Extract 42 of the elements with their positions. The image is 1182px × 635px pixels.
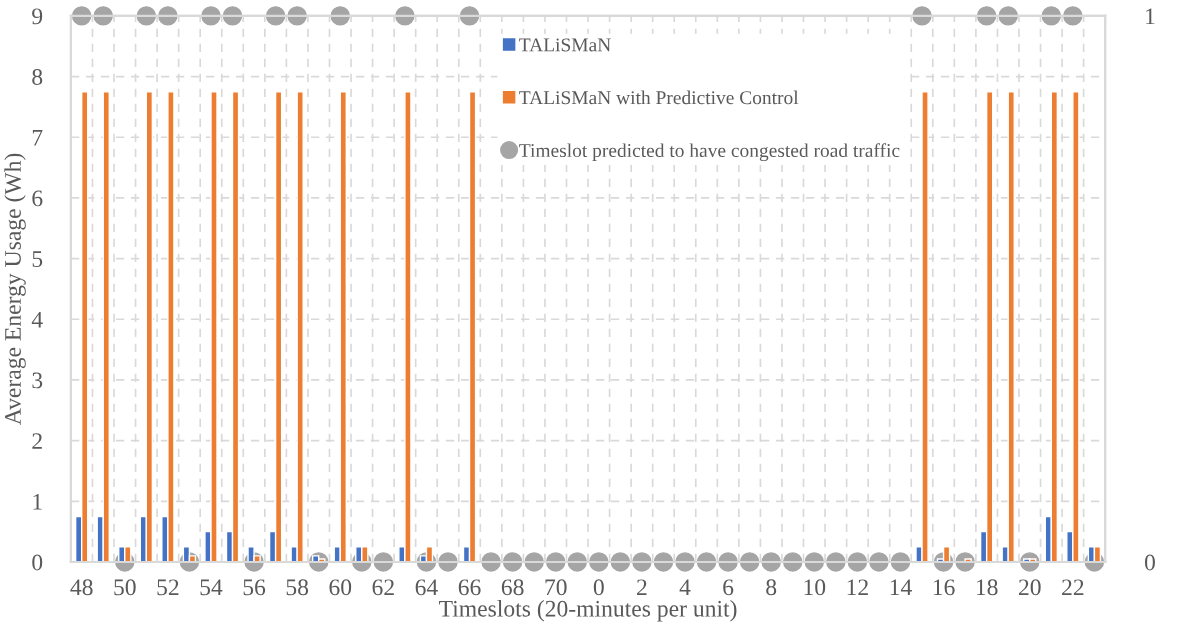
legend-label: TALiSMaN (519, 38, 611, 52)
x-tick-label: 18 (976, 579, 998, 596)
x-tick-label: 64 (415, 579, 438, 596)
y-tick-label: 7 (32, 129, 43, 146)
y-tick-label: 3 (32, 372, 43, 389)
x-tick-label: 50 (114, 579, 136, 596)
y-tick-label: 4 (31, 311, 43, 328)
legend-label: TALiSMaN with Predictive Control (519, 90, 799, 105)
y-axis-title: Average Energy Usage (Wh) (4, 153, 26, 425)
x-axis-title: Timeslots (20-minutes per unit) (439, 600, 737, 622)
x-tick-label: 4 (679, 579, 691, 596)
y-tick-label: 1 (33, 493, 42, 510)
y-tick-label: 0 (32, 554, 43, 571)
y-tick-label: 5 (32, 251, 43, 268)
legend-label: Timeslot predicted to have congested road traffic (519, 143, 900, 162)
x-tick-label: 58 (286, 579, 309, 596)
y2-tick-label: 0 (1144, 554, 1155, 571)
x-tick-label: 16 (933, 579, 955, 596)
x-tick-label: 12 (847, 579, 868, 596)
x-tick-label: 0 (593, 579, 604, 596)
x-tick-label: 52 (157, 579, 179, 596)
x-tick-label: 22 (1062, 579, 1084, 596)
x-tick-label: 54 (200, 579, 223, 596)
x-tick-label: 2 (637, 579, 647, 596)
x-tick-label: 66 (458, 579, 481, 596)
x-tick-label: 68 (501, 579, 524, 596)
x-tick-label: 56 (243, 579, 266, 596)
y2-tick-label: 1 (1146, 8, 1155, 25)
x-tick-label: 10 (804, 579, 826, 596)
x-tick-label: 8 (766, 579, 777, 596)
x-tick-label: 60 (329, 579, 352, 596)
bar (964, 558, 972, 562)
x-tick-label: 48 (70, 579, 93, 596)
y-tick-label: 6 (32, 190, 43, 207)
x-tick-label: 70 (545, 579, 567, 596)
y-tick-label: 9 (32, 8, 43, 25)
y-tick-label: 8 (32, 69, 43, 85)
x-tick-label: 62 (372, 579, 394, 596)
x-tick-label: 20 (1018, 579, 1041, 596)
y-tick-label: 2 (32, 433, 42, 449)
x-tick-label: 14 (890, 579, 912, 596)
x-tick-label: 6 (723, 579, 734, 596)
